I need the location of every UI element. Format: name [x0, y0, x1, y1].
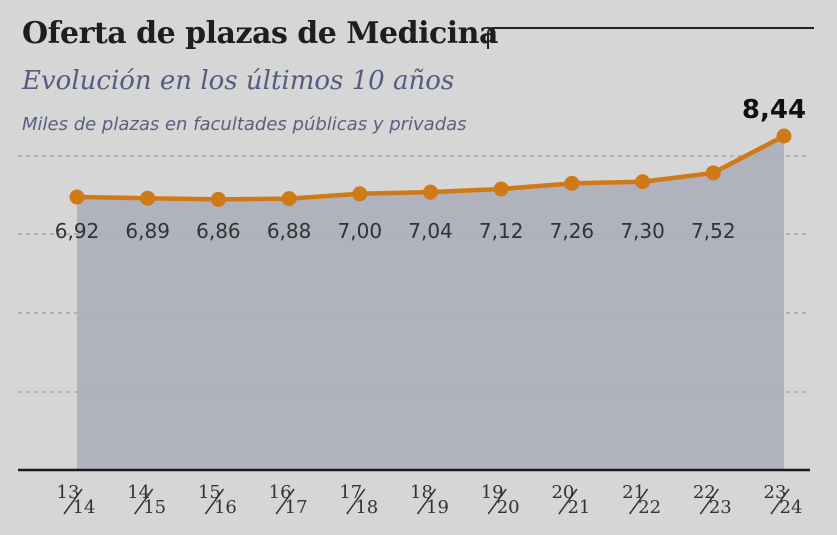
svg-text:23: 23 — [709, 497, 732, 518]
svg-text:23: 23 — [764, 482, 787, 503]
data-label-10: 8,44 — [742, 95, 806, 125]
svg-text:20: 20 — [551, 482, 574, 503]
svg-text:21: 21 — [567, 497, 590, 518]
data-label-5: 7,04 — [408, 219, 453, 243]
svg-text:19: 19 — [481, 482, 504, 503]
title-decoration-rule — [487, 27, 814, 49]
svg-text:17: 17 — [285, 497, 308, 518]
data-label-1: 6,89 — [125, 219, 170, 243]
data-label-4: 7,00 — [338, 219, 383, 243]
data-point-2 — [210, 191, 226, 207]
svg-text:22: 22 — [638, 497, 661, 518]
data-point-7 — [564, 175, 580, 191]
data-point-8 — [635, 174, 651, 190]
svg-text:18: 18 — [410, 482, 433, 503]
data-point-9 — [705, 165, 721, 181]
svg-text:24: 24 — [780, 497, 803, 518]
data-label-7: 7,26 — [550, 219, 595, 243]
data-label-0: 6,92 — [55, 219, 100, 243]
chart-units-note: Miles de plazas en facultades públicas y… — [22, 114, 467, 135]
data-point-6 — [493, 181, 509, 197]
svg-text:16: 16 — [269, 482, 292, 503]
svg-text:14: 14 — [73, 497, 96, 518]
data-label-6: 7,12 — [479, 219, 524, 243]
svg-text:17: 17 — [339, 482, 362, 503]
svg-text:21: 21 — [622, 482, 645, 503]
svg-text:14: 14 — [127, 482, 150, 503]
svg-text:20: 20 — [497, 497, 520, 518]
series-area — [77, 136, 784, 470]
data-point-5 — [423, 184, 438, 200]
svg-text:19: 19 — [426, 497, 449, 518]
data-point-1 — [140, 190, 156, 206]
data-label-3: 6,88 — [267, 219, 312, 243]
chart-subtitle: Evolución en los últimos 10 años — [22, 66, 455, 96]
data-point-3 — [281, 191, 297, 207]
data-point-10 — [776, 128, 792, 144]
data-label-9: 7,52 — [691, 219, 736, 243]
svg-text:16: 16 — [214, 497, 237, 518]
data-point-4 — [352, 186, 368, 202]
chart-title: Oferta de plazas de Medicina — [22, 16, 498, 51]
svg-text:15: 15 — [198, 482, 221, 503]
svg-text:13: 13 — [57, 482, 80, 503]
svg-text:15: 15 — [143, 497, 166, 518]
data-point-0 — [69, 189, 85, 205]
svg-text:18: 18 — [355, 497, 378, 518]
svg-text:22: 22 — [693, 482, 716, 503]
data-label-8: 7,30 — [620, 219, 665, 243]
data-label-2: 6,86 — [196, 219, 241, 243]
